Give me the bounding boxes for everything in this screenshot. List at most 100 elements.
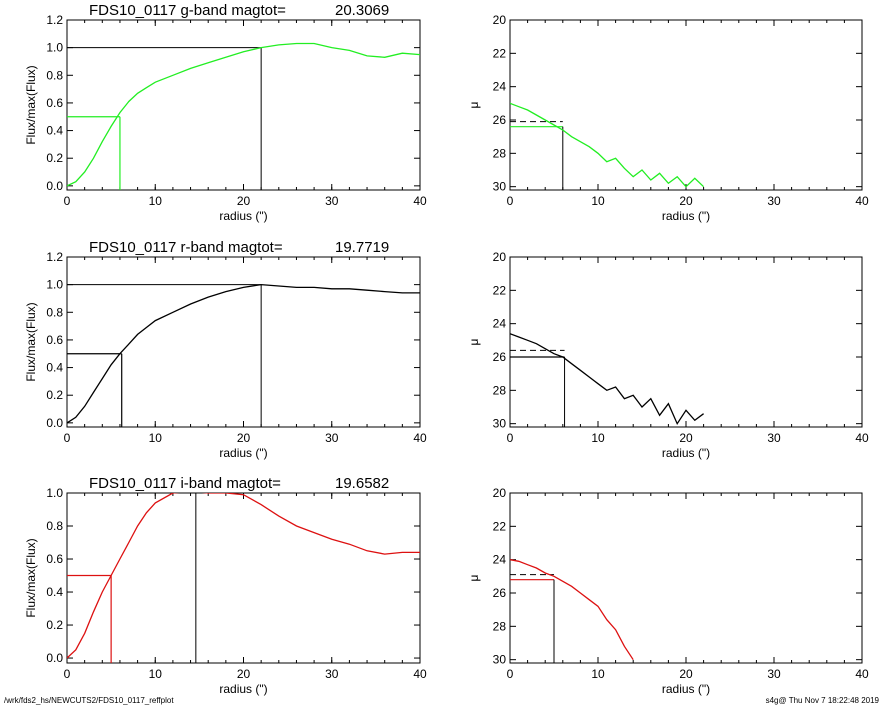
x-tick-label: 40 [855, 431, 869, 445]
y-tick-label: 28 [493, 619, 507, 633]
x-tick-label: 10 [591, 194, 605, 208]
x-tick-label: 20 [679, 667, 693, 681]
x-tick-label: 0 [64, 667, 71, 681]
panel-i-surface-brightness: 0 10 20 30 40 20 22 24 26 28 30 radius (") μ [467, 486, 869, 696]
x-axis-label: radius (") [219, 209, 267, 223]
y-tick-label: 24 [493, 553, 507, 567]
x-tick-label: 10 [591, 431, 605, 445]
footer-file-path: /wrk/fds2_hs/NEWCUTS2/FDS10_0117_reffplo… [4, 696, 174, 705]
x-tick-label: 30 [767, 194, 781, 208]
y-tick-label: 22 [493, 519, 507, 533]
magtot-value: 19.6582 [335, 475, 389, 492]
x-tick-label: 40 [413, 194, 427, 208]
y-tick-label: 28 [493, 383, 507, 397]
y-tick-label: 0.0 [46, 179, 63, 193]
x-tick-label: 20 [237, 667, 251, 681]
y-axis-label: μ [467, 338, 481, 345]
x-tick-label: 20 [237, 194, 251, 208]
y-tick-label: 0.4 [46, 361, 63, 375]
y-tick-label: 0.0 [46, 651, 63, 665]
y-tick-label: 1.2 [46, 13, 63, 27]
y-tick-label: 1.0 [46, 278, 63, 292]
y-tick-label: 0.4 [46, 585, 63, 599]
x-axis-label: radius (") [662, 209, 710, 223]
x-axis-label: radius (") [662, 682, 710, 696]
y-tick-label: 0.2 [46, 618, 63, 632]
x-tick-label: 0 [64, 194, 71, 208]
x-tick-label: 20 [679, 431, 693, 445]
y-tick-label: 20 [493, 250, 507, 264]
y-tick-label: 26 [493, 113, 507, 127]
x-axis-label: radius (") [662, 446, 710, 460]
x-tick-label: 30 [767, 431, 781, 445]
y-tick-label: 24 [493, 80, 507, 94]
y-tick-label: 0.8 [46, 305, 63, 319]
y-axis-label: Flux/max(Flux) [24, 65, 38, 144]
y-tick-label: 0.2 [46, 388, 63, 402]
x-tick-label: 30 [325, 431, 339, 445]
x-tick-label: 10 [149, 194, 163, 208]
y-tick-label: 0.8 [46, 68, 63, 82]
data-line-i [510, 559, 634, 661]
x-tick-label: 20 [237, 431, 251, 445]
data-line-r [510, 333, 704, 426]
panel-title: FDS10_0117 r-band magtot= [89, 239, 283, 256]
x-tick-label: 40 [413, 431, 427, 445]
magtot-value: 19.7719 [335, 239, 389, 256]
x-tick-label: 0 [64, 431, 71, 445]
y-tick-label: 0.6 [46, 333, 63, 347]
y-tick-label: 26 [493, 586, 507, 600]
y-axis-label: Flux/max(Flux) [24, 538, 38, 617]
y-axis-label: μ [467, 101, 481, 108]
plot-frame [509, 492, 863, 664]
panel-r-growth-curve: 0 10 20 30 40 0.0 0.2 0.4 0.6 0.8 1.0 1.2 radius (")… [24, 239, 427, 460]
x-tick-label: 40 [855, 194, 869, 208]
y-tick-label: 0.8 [46, 519, 63, 533]
y-tick-label: 1.0 [46, 41, 63, 55]
x-tick-label: 0 [507, 667, 514, 681]
y-tick-label: 22 [493, 283, 507, 297]
y-tick-label: 24 [493, 317, 507, 331]
y-tick-label: 30 [493, 653, 507, 667]
y-tick-label: 30 [493, 417, 507, 431]
panel-i-growth-curve: 0 10 20 30 40 0.0 0.2 0.4 0.6 0.8 1.0 radius (") Flu… [24, 475, 427, 696]
panel-title: FDS10_0117 i-band magtot= [89, 475, 281, 492]
x-tick-label: 10 [149, 667, 163, 681]
plot-frame [66, 256, 421, 428]
panel-g-growth-curve: 0 10 20 30 40 0.0 0.2 0.4 0.6 0.8 1.0 1.2 radius (")… [24, 2, 427, 223]
y-tick-label: 0.0 [46, 416, 63, 430]
x-tick-label: 0 [507, 431, 514, 445]
plot-frame [66, 492, 421, 664]
y-axis-label: μ [467, 574, 481, 581]
y-tick-label: 20 [493, 13, 507, 27]
x-tick-label: 30 [767, 667, 781, 681]
data-line-r [67, 283, 420, 424]
y-tick-label: 20 [493, 486, 507, 500]
x-tick-label: 40 [413, 667, 427, 681]
panel-title: FDS10_0117 g-band magtot= [89, 2, 286, 19]
panel-g-surface-brightness: 0 10 20 30 40 20 22 24 26 28 30 radius (") μ [467, 13, 869, 223]
data-line-g [67, 42, 420, 187]
y-tick-label: 1.0 [46, 486, 63, 500]
plot-frame [509, 256, 863, 428]
x-tick-label: 20 [679, 194, 693, 208]
x-tick-label: 10 [149, 431, 163, 445]
magtot-value: 20.3069 [335, 2, 389, 19]
y-tick-label: 30 [493, 180, 507, 194]
y-tick-label: 26 [493, 350, 507, 364]
panel-r-surface-brightness: 0 10 20 30 40 20 22 24 26 28 30 radius (") μ [467, 250, 869, 460]
y-tick-label: 0.6 [46, 96, 63, 110]
y-axis-label: Flux/max(Flux) [24, 302, 38, 381]
y-tick-label: 0.4 [46, 124, 63, 138]
y-tick-label: 22 [493, 46, 507, 60]
x-axis-label: radius (") [219, 682, 267, 696]
data-line-i [67, 493, 420, 659]
x-axis-label: radius (") [219, 446, 267, 460]
x-tick-label: 30 [325, 667, 339, 681]
y-tick-label: 1.2 [46, 250, 63, 264]
x-tick-label: 40 [855, 667, 869, 681]
y-tick-label: 0.6 [46, 552, 63, 566]
y-tick-label: 0.2 [46, 151, 63, 165]
data-line-g [510, 102, 705, 188]
